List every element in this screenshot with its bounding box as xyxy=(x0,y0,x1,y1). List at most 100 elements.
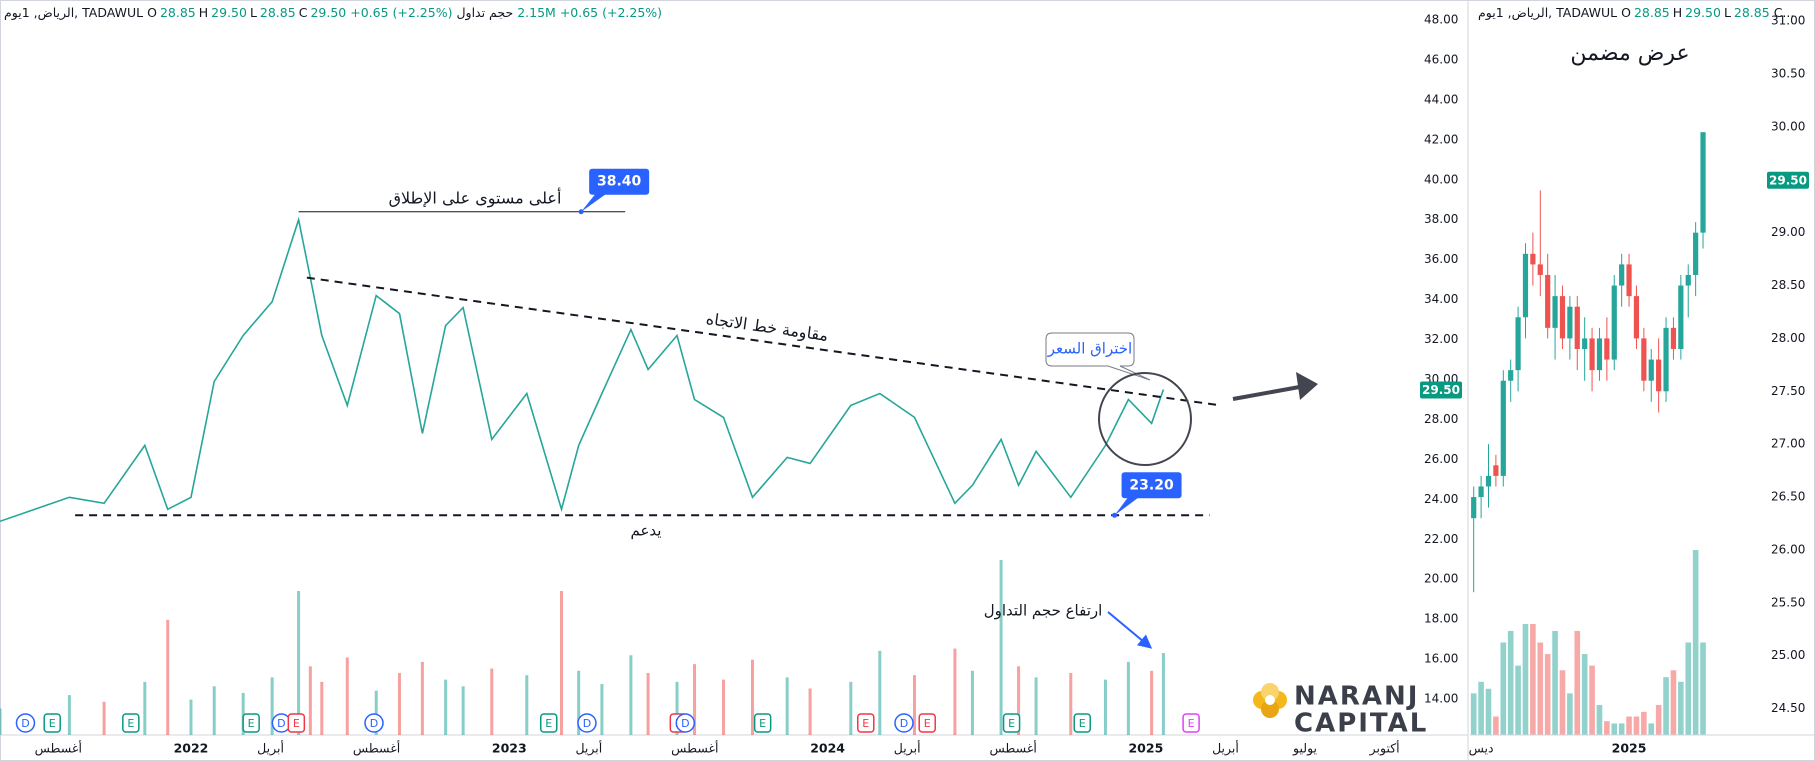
main-header: الرياض, 1يوم, TADAWUL O 28.85 H 29.50 L 28.85… xyxy=(4,5,662,20)
y-tick-label: 22.00 xyxy=(1424,532,1458,546)
volume-bar xyxy=(1126,661,1130,735)
volume-bar xyxy=(1633,716,1640,735)
volume-bar xyxy=(912,675,916,735)
event-marker xyxy=(918,713,936,733)
price-label: 38.40 xyxy=(597,174,642,190)
breakout-circle xyxy=(1098,372,1192,466)
candle-body xyxy=(1471,497,1477,519)
y-tick-label: 25.50 xyxy=(1771,595,1805,609)
volume-bar xyxy=(297,591,301,735)
event-label: E xyxy=(49,717,56,730)
x-tick-label: أغسطس xyxy=(35,740,82,757)
event-marker xyxy=(1073,713,1091,733)
price-label: 23.20 xyxy=(1129,477,1174,493)
logo-icon xyxy=(1261,683,1279,701)
event-label: E xyxy=(862,717,869,730)
quote: O 28.85 H 29.50 L 28.85 xyxy=(1621,5,1770,20)
volume-bar xyxy=(1478,681,1484,735)
volume-bar xyxy=(953,648,957,735)
y-tick-label: 46.00 xyxy=(1424,52,1458,66)
volume-bar xyxy=(1161,653,1165,735)
volume-bar xyxy=(1685,642,1692,735)
y-tick-label: 36.00 xyxy=(1424,252,1458,266)
quote-value: 28.85 xyxy=(259,5,296,20)
volume-bar xyxy=(1626,716,1632,735)
candle-body xyxy=(1604,338,1610,360)
support-label: يدعم xyxy=(631,522,662,540)
event-marker xyxy=(753,713,772,733)
x-tick-label: 2025 xyxy=(1612,741,1647,756)
candle-body xyxy=(1626,264,1632,297)
volume-bar xyxy=(1574,630,1581,735)
y-tick-label: 38.00 xyxy=(1424,212,1458,226)
volume-bar xyxy=(1559,670,1566,735)
quote-tail: C... xyxy=(1773,5,1795,20)
y-tick-label: 20.00 xyxy=(1424,572,1458,586)
quote-value: 28.85 xyxy=(159,5,196,20)
last-price-box xyxy=(1420,381,1462,399)
volume: 2.15M xyxy=(517,5,556,20)
price-line xyxy=(0,216,1165,523)
volume-bar xyxy=(559,591,563,735)
event-label: E xyxy=(293,717,300,730)
y-tick-label: 32.00 xyxy=(1424,332,1458,346)
volume-bar xyxy=(1493,716,1499,735)
y-tick-label: 18.00 xyxy=(1424,612,1458,626)
volume-bar xyxy=(1604,721,1610,735)
event-marker xyxy=(43,713,61,733)
candle-body xyxy=(1552,296,1558,328)
volume-bar xyxy=(1596,704,1603,735)
last-price-label: 29.50 xyxy=(1769,173,1807,187)
volume-bar xyxy=(1692,550,1699,735)
volume-bar xyxy=(1069,672,1073,735)
volume-bar xyxy=(722,679,726,735)
volume-bar xyxy=(1515,665,1521,735)
volume-bar xyxy=(1103,679,1107,735)
event-label: E xyxy=(924,717,931,730)
candle-body xyxy=(1515,317,1521,371)
volume-bar xyxy=(808,688,812,735)
candle-body xyxy=(1559,296,1566,339)
volume-bar xyxy=(999,560,1003,735)
candle-body xyxy=(1589,338,1595,371)
quote-value: 28.85 xyxy=(1633,5,1670,20)
y-tick-label: 40.00 xyxy=(1424,172,1458,186)
volume-change: +0.65 (+2.25%) xyxy=(559,5,663,20)
event-marker xyxy=(894,713,914,733)
last-price-label: 29.50 xyxy=(1422,383,1460,397)
y-tick-label: 24.50 xyxy=(1771,701,1805,715)
volume-bar xyxy=(693,664,697,735)
event-marker xyxy=(364,713,384,733)
x-tick-label: أغسطس xyxy=(989,740,1036,757)
x-tick-label: 2024 xyxy=(810,741,845,756)
volume-arrow xyxy=(1107,611,1153,649)
logo-text: CAPITAL xyxy=(1294,709,1428,739)
quote-key: O xyxy=(1621,5,1631,20)
volume-bar xyxy=(1678,681,1684,735)
volume-bar xyxy=(1567,693,1573,735)
y-tick-label: 28.00 xyxy=(1424,412,1458,426)
quote: O 28.85 H 29.50 L 28.85 C 29.50 xyxy=(147,5,346,20)
symbol: الرياض, 1يوم, TADAWUL xyxy=(1478,5,1618,20)
volume-bar xyxy=(345,657,349,735)
x-tick-label: 2023 xyxy=(492,741,527,756)
logo-icon xyxy=(1261,700,1279,718)
y-tick-label: 44.00 xyxy=(1424,92,1458,106)
quote-key: O xyxy=(147,5,157,20)
event-marker xyxy=(15,713,36,733)
logo-text: NARANJ xyxy=(1294,682,1419,712)
candle-body xyxy=(1678,285,1684,349)
volume-bar xyxy=(878,650,882,735)
candle-body xyxy=(1574,306,1580,349)
price-label-tail xyxy=(1114,495,1142,516)
quote-key: C xyxy=(298,5,308,20)
breakout-callout xyxy=(1045,332,1151,381)
y-tick-label: 30.50 xyxy=(1771,67,1805,81)
x-tick-label: أبريل xyxy=(894,740,921,757)
candle-body xyxy=(1685,274,1691,286)
volume-bar xyxy=(1589,665,1595,735)
volume-bar xyxy=(1581,654,1588,735)
event-marker xyxy=(287,713,306,733)
volume-bar xyxy=(849,681,853,735)
